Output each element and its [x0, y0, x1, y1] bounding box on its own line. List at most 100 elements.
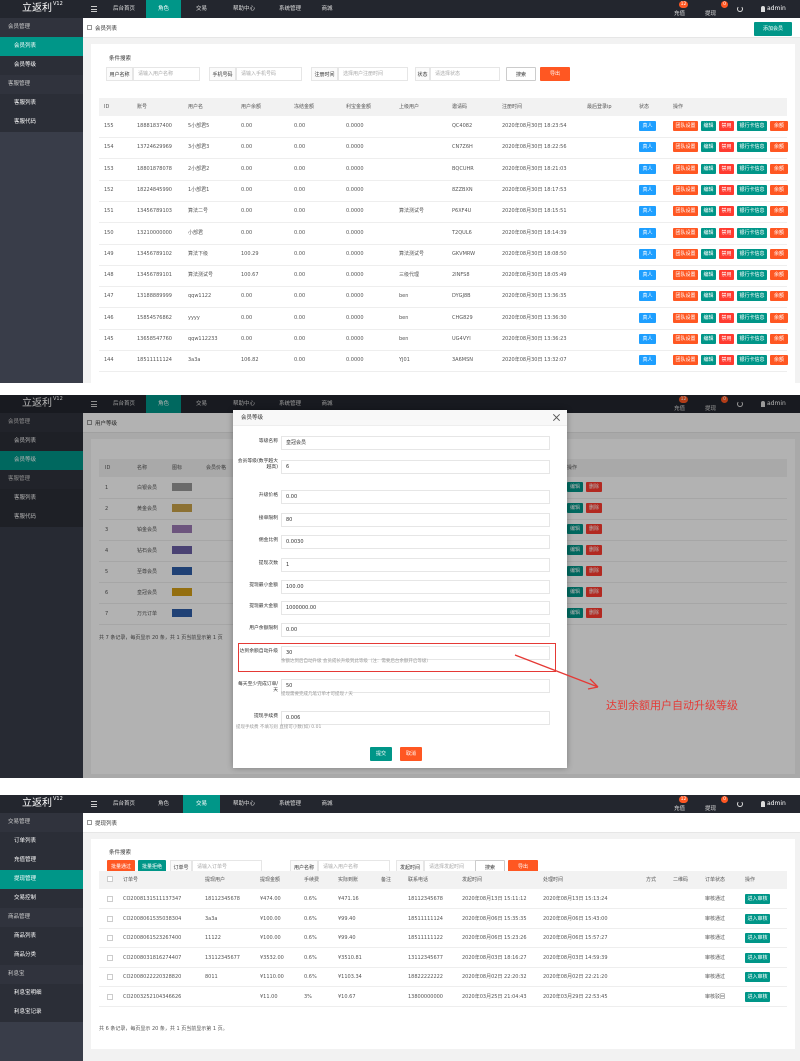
action-button[interactable]: 禁用 — [719, 312, 734, 323]
batch-reject-button[interactable]: 批量拒绝 — [138, 860, 166, 874]
action-button[interactable]: 余额 — [770, 121, 788, 131]
add-button[interactable]: 添加会员 — [754, 22, 792, 36]
nav-item[interactable]: 后台首页 — [112, 6, 135, 12]
cancel-button[interactable]: 取消 — [400, 747, 422, 761]
action-button[interactable]: 余额 — [770, 270, 788, 281]
search-button[interactable]: 搜索 — [506, 67, 536, 81]
action-button[interactable]: 银行卡信息 — [737, 248, 767, 259]
action-button[interactable]: 团队设置 — [673, 270, 698, 281]
menu-toggle[interactable] — [91, 401, 97, 407]
form-input[interactable]: 80 — [281, 513, 550, 527]
checkbox[interactable] — [107, 876, 113, 882]
sidebar-item[interactable]: 充值管理 — [0, 851, 83, 870]
action-button[interactable]: 余额 — [770, 248, 788, 259]
menu-toggle[interactable] — [91, 6, 97, 12]
action-button[interactable]: 团队设置 — [673, 184, 698, 195]
action-button[interactable]: 删除 — [586, 608, 602, 618]
action-button[interactable]: 编辑 — [701, 142, 716, 153]
action-button[interactable]: 禁用 — [719, 184, 734, 195]
sidebar-item[interactable]: 客服代码 — [0, 508, 83, 527]
sidebar-item[interactable]: 会员等级 — [0, 56, 83, 75]
action-button[interactable]: 编辑 — [567, 545, 583, 555]
nav-item[interactable]: 交易 — [195, 6, 207, 12]
batch-pass-button[interactable]: 批量通过 — [107, 860, 135, 874]
form-input[interactable]: 1000000.00 — [281, 601, 550, 615]
sidebar-item[interactable]: 会员等级 — [0, 451, 83, 470]
sidebar-item[interactable]: 商品分类 — [0, 946, 83, 965]
status-badge[interactable]: 真人 — [639, 312, 656, 323]
user-name[interactable]: admin — [767, 800, 786, 807]
sidebar-item[interactable]: 提现管理 — [0, 870, 83, 889]
export-button[interactable]: 导出 — [540, 67, 570, 81]
sidebar-item[interactable]: 客服代码 — [0, 113, 83, 132]
sidebar-item[interactable]: 订单列表 — [0, 832, 83, 851]
nav-item[interactable]: 帮助中心 — [232, 401, 255, 407]
text-input[interactable]: 请选择状态 — [430, 67, 500, 81]
action-button[interactable]: 编辑 — [567, 587, 583, 597]
review-button[interactable]: 进入审核 — [745, 972, 770, 982]
menu-toggle[interactable] — [91, 801, 97, 807]
action-button[interactable]: 编辑 — [701, 163, 716, 174]
nav-item[interactable]: 交易 — [195, 401, 207, 407]
withdraw-link[interactable]: 提现 — [705, 406, 717, 412]
status-badge[interactable]: 真人 — [639, 334, 656, 344]
nav-item[interactable]: 交易 — [183, 795, 220, 813]
form-input[interactable]: 30 — [281, 646, 550, 660]
review-button[interactable]: 进入审核 — [745, 894, 770, 904]
action-button[interactable]: 编辑 — [567, 503, 583, 513]
sidebar-section[interactable]: 会员管理 — [0, 413, 83, 432]
action-button[interactable]: 编辑 — [701, 312, 716, 323]
text-input[interactable]: 请输入手机号码 — [236, 67, 302, 81]
recharge-link[interactable]: 充值 — [674, 11, 686, 17]
action-button[interactable]: 余额 — [770, 206, 788, 217]
recharge-link[interactable]: 充值 — [674, 406, 686, 412]
nav-item[interactable]: 帮助中心 — [232, 801, 255, 807]
refresh-icon[interactable] — [737, 801, 743, 807]
action-button[interactable]: 删除 — [586, 482, 602, 492]
action-button[interactable]: 余额 — [770, 227, 788, 238]
nav-item[interactable]: 后台首页 — [112, 401, 135, 407]
status-badge[interactable]: 真人 — [639, 184, 656, 195]
action-button[interactable]: 禁用 — [719, 248, 734, 259]
action-button[interactable]: 团队设置 — [673, 334, 698, 344]
form-input[interactable]: 0.006 — [281, 711, 550, 725]
review-button[interactable]: 进入审核 — [745, 952, 770, 963]
status-badge[interactable]: 真人 — [639, 291, 656, 302]
nav-item[interactable]: 帮助中心 — [232, 6, 255, 12]
action-button[interactable]: 删除 — [586, 587, 602, 597]
action-button[interactable]: 团队设置 — [673, 248, 698, 259]
action-button[interactable]: 禁用 — [719, 163, 734, 174]
tab[interactable]: 用户等级 — [95, 421, 118, 427]
action-button[interactable]: 编辑 — [567, 566, 583, 576]
nav-item[interactable]: 系统管理 — [278, 401, 301, 407]
action-button[interactable]: 编辑 — [567, 608, 583, 618]
action-button[interactable]: 禁用 — [719, 121, 734, 131]
form-input[interactable]: 0.0030 — [281, 535, 550, 549]
action-button[interactable]: 编辑 — [701, 291, 716, 302]
action-button[interactable]: 团队设置 — [673, 355, 698, 366]
action-button[interactable]: 编辑 — [701, 227, 716, 238]
export-button[interactable]: 导出 — [508, 860, 538, 874]
action-button[interactable]: 删除 — [586, 503, 602, 513]
text-input[interactable]: 选择用户注册时间 — [338, 67, 408, 81]
status-badge[interactable]: 真人 — [639, 355, 656, 366]
sidebar-section[interactable]: 会员管理 — [0, 18, 83, 37]
action-button[interactable]: 禁用 — [719, 291, 734, 302]
sidebar-section[interactable]: 交易管理 — [0, 813, 83, 832]
sidebar-item[interactable]: 客服列表 — [0, 489, 83, 508]
checkbox[interactable] — [107, 915, 113, 922]
form-input[interactable]: 1 — [281, 558, 550, 572]
tab[interactable]: 会员列表 — [95, 26, 118, 32]
action-button[interactable]: 银行卡信息 — [737, 312, 767, 323]
nav-item[interactable]: 角色 — [157, 801, 169, 807]
review-button[interactable]: 进入审核 — [745, 933, 770, 943]
action-button[interactable]: 余额 — [770, 142, 788, 153]
action-button[interactable]: 银行卡信息 — [737, 291, 767, 302]
sidebar-section[interactable]: 客服管理 — [0, 470, 83, 489]
sidebar-section[interactable]: 利息宝 — [0, 965, 83, 984]
action-button[interactable]: 团队设置 — [673, 121, 698, 131]
recharge-link[interactable]: 充值 — [674, 806, 686, 812]
form-input[interactable]: 100.00 — [281, 580, 550, 594]
sidebar-section[interactable]: 商品管理 — [0, 908, 83, 927]
nav-item[interactable]: 系统管理 — [278, 6, 301, 12]
